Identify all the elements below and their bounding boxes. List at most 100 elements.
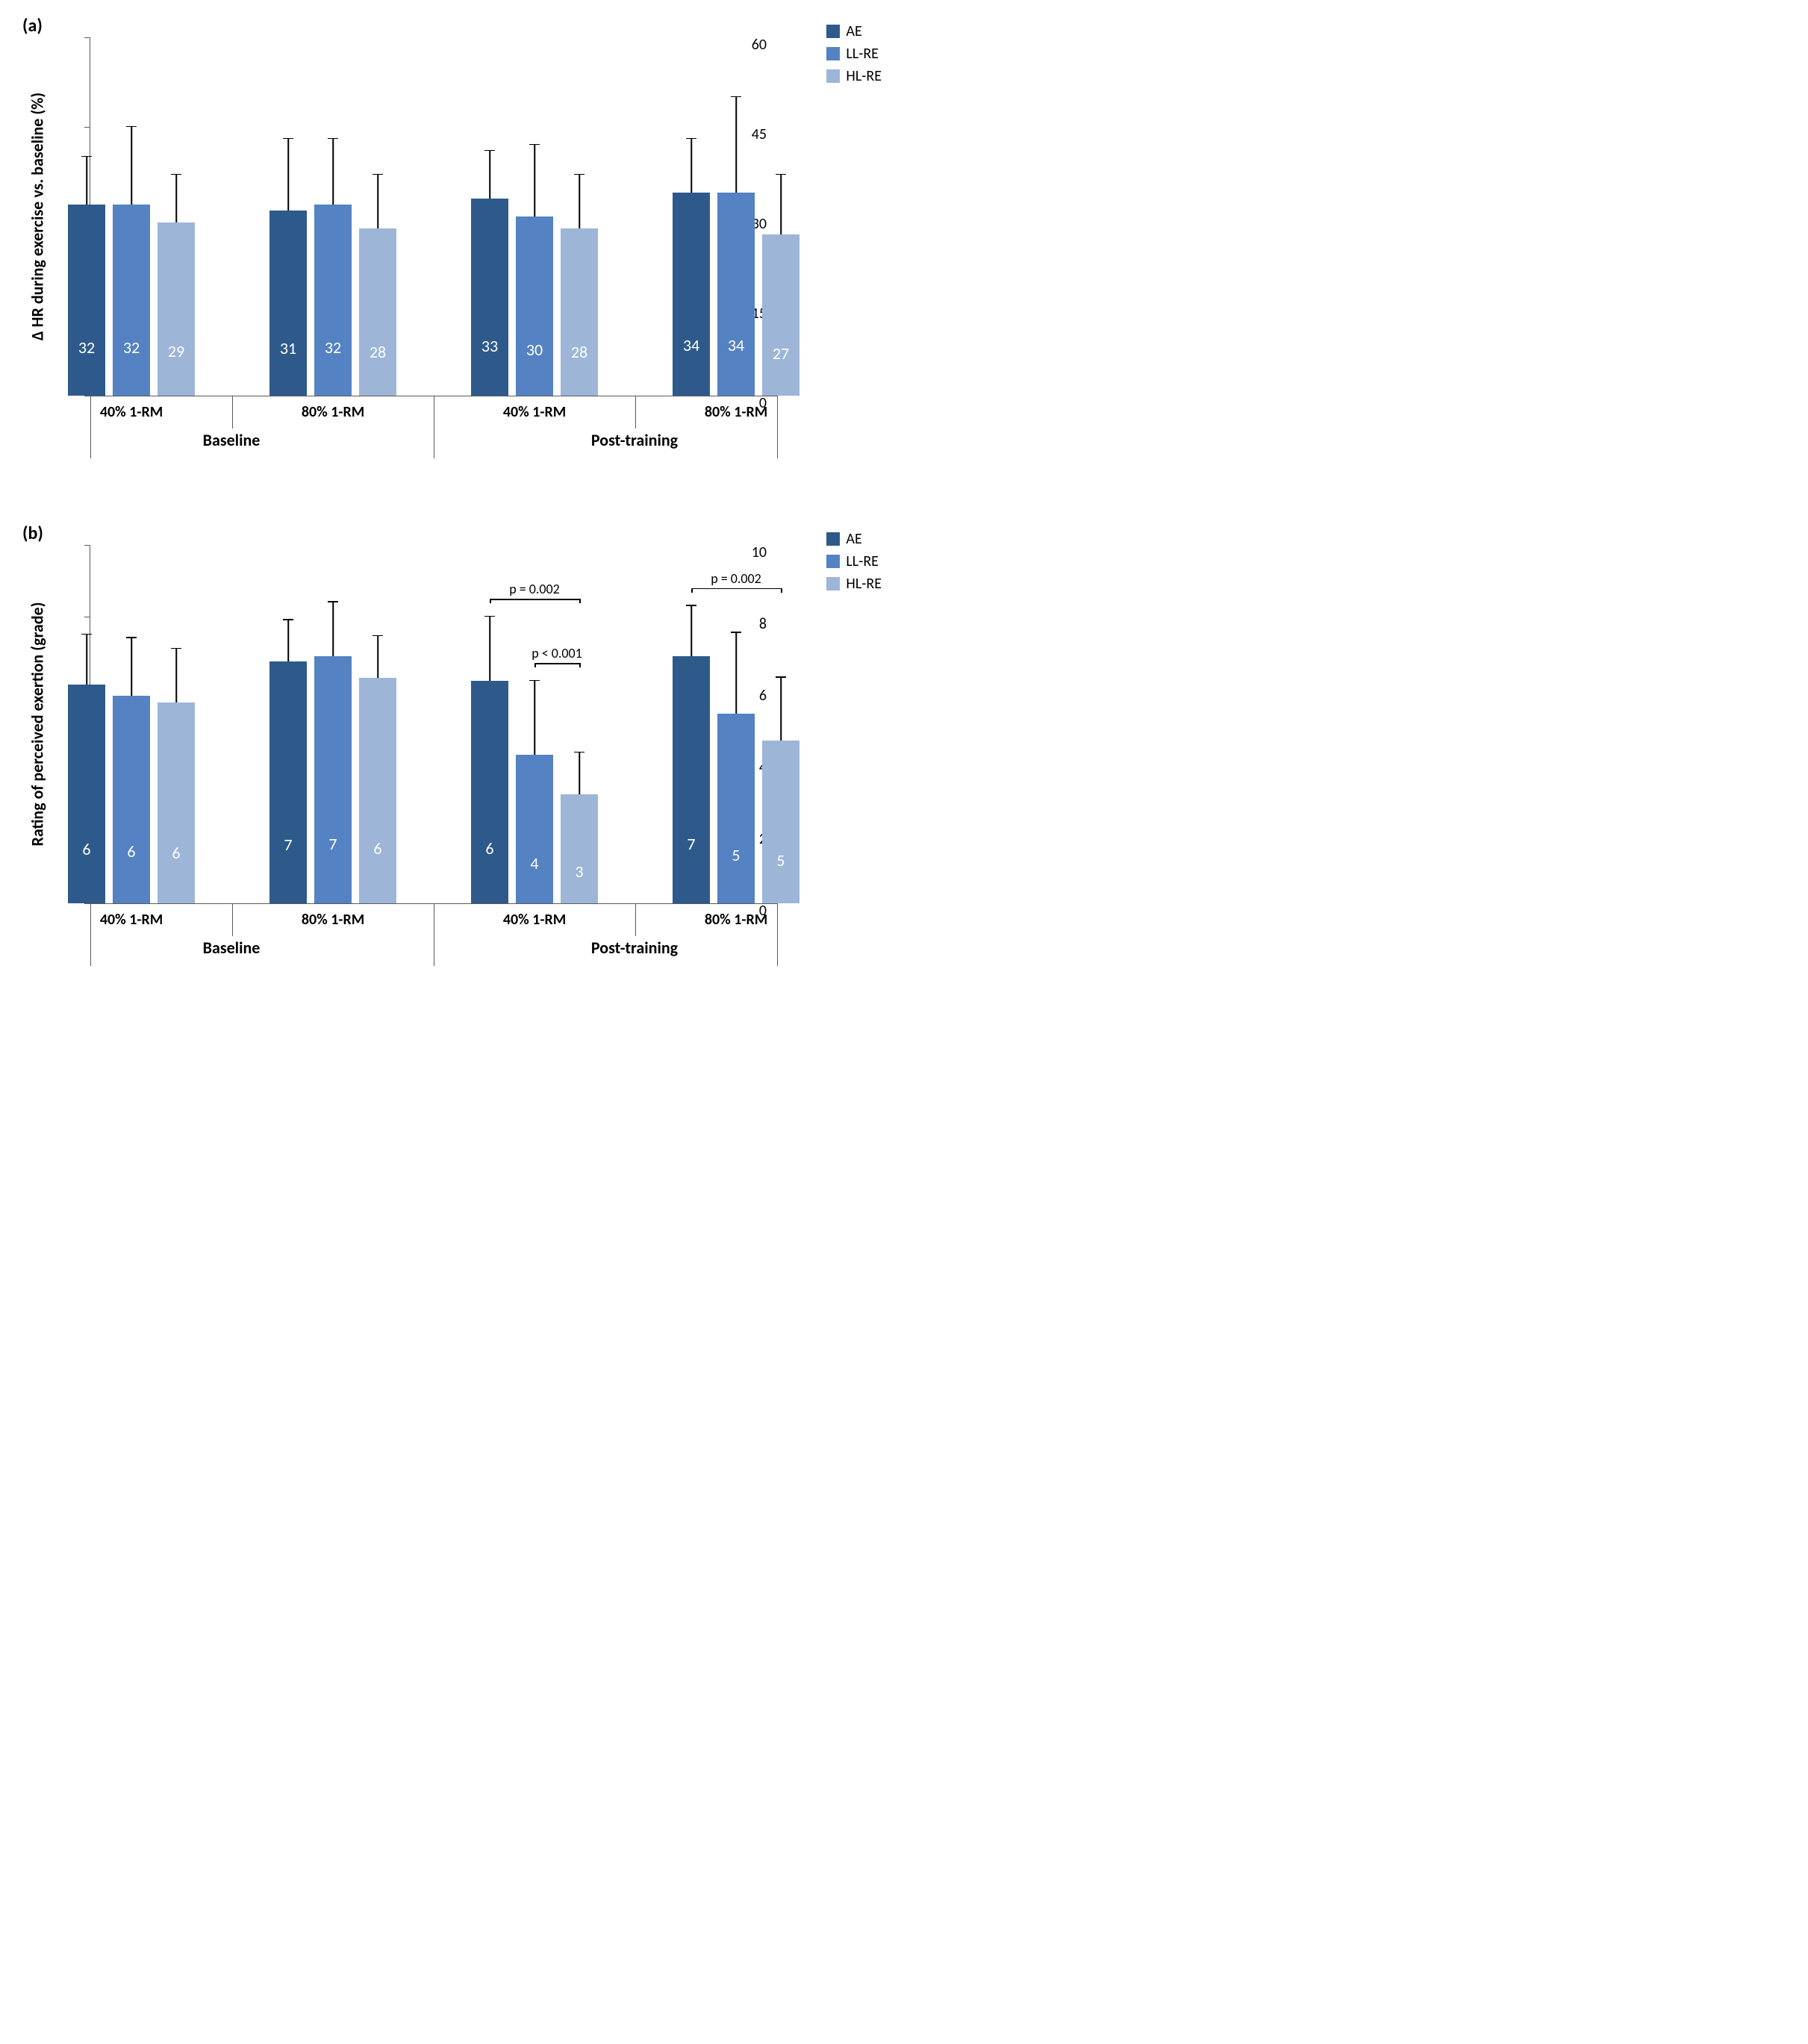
error-cap: [686, 138, 696, 140]
data-bar: 33: [471, 199, 508, 396]
error-bar: [287, 139, 289, 211]
data-bar: 28: [561, 228, 598, 396]
error-cap: [283, 619, 293, 620]
panel-b-y-title: Rating of perceived exertion (grade): [28, 602, 48, 846]
legend-label: HL-RE: [846, 67, 882, 85]
x-major-label: Post-training: [591, 430, 678, 450]
bar-value-label: 28: [370, 342, 386, 362]
error-cap: [328, 138, 338, 140]
significance-label: p = 0.002: [509, 581, 560, 597]
chart-b-area: Rating of perceived exertion (grade) 024…: [90, 545, 776, 903]
error-bar: [735, 97, 737, 193]
data-bar: 3: [561, 794, 598, 903]
x-major-label: Post-training: [591, 938, 678, 958]
data-bar: 5: [762, 741, 799, 903]
bar-value-label: 6: [172, 843, 180, 863]
error-cap: [81, 156, 92, 158]
error-bar: [377, 175, 378, 228]
error-bar: [287, 620, 289, 661]
legend-item: AE: [826, 530, 882, 548]
bar-value-label: 7: [284, 835, 292, 855]
x-minor-divider: [232, 903, 233, 936]
data-bar: 28: [359, 228, 396, 396]
data-bar: 34: [673, 193, 710, 396]
error-cap: [574, 752, 585, 753]
significance-bracket: [490, 599, 579, 600]
significance-bracket-tick: [579, 663, 581, 667]
legend-swatch: [826, 69, 840, 83]
error-bar: [175, 649, 177, 702]
legend-a: AE LL-RE HL-RE: [826, 22, 882, 90]
legend-swatch: [826, 47, 840, 60]
x-major-labels-b: Baseline Post-training: [90, 938, 776, 968]
error-cap: [126, 126, 137, 128]
significance-bracket-tick: [781, 588, 782, 593]
error-cap: [529, 144, 540, 146]
bar-value-label: 6: [485, 838, 493, 859]
bar-value-label: 34: [728, 335, 744, 355]
data-bar: 30: [516, 216, 553, 396]
error-cap: [686, 605, 696, 606]
bar-value-label: 4: [530, 853, 538, 873]
legend-item: AE: [826, 22, 882, 40]
significance-label: p < 0.001: [532, 645, 582, 661]
error-bar: [332, 602, 334, 656]
error-bar: [735, 633, 737, 714]
data-bar: 31: [269, 211, 307, 396]
data-bar: 6: [158, 702, 195, 903]
bar-value-label: 30: [526, 340, 543, 360]
error-bar: [534, 681, 535, 754]
panel-b: (b) AELL-REHL-RE Rating of perceived exe…: [15, 523, 889, 1000]
error-bar: [131, 127, 132, 205]
data-bar: 6: [68, 685, 105, 903]
bar-value-label: 32: [78, 337, 95, 358]
legend-swatch: [826, 555, 840, 568]
x-category-label: 80% 1-RM: [705, 403, 767, 421]
error-bar: [691, 606, 692, 656]
x-major-label: Baseline: [203, 938, 261, 958]
x-minor-divider: [635, 903, 636, 936]
panel-a-y-title: Δ HR during exercise vs. baseline (%): [28, 93, 48, 340]
bar-group: 40% 1-RM323229: [68, 37, 195, 396]
x-major-labels-a: Baseline Post-training: [90, 430, 776, 460]
x-category-label: 40% 1-RM: [503, 403, 566, 421]
panel-b-label: (b): [22, 523, 43, 544]
significance-bracket-tick: [691, 588, 693, 593]
data-bar: 34: [717, 193, 755, 396]
legend-label: LL-RE: [846, 45, 879, 63]
data-bar: 32: [314, 205, 352, 396]
error-cap: [328, 601, 338, 602]
chart-a-area: Δ HR during exercise vs. baseline (%) 01…: [90, 37, 776, 396]
error-cap: [731, 96, 741, 98]
error-bar: [780, 175, 782, 234]
panel-a-label: (a): [22, 15, 43, 37]
plot-a: 01530456040% 1-RM32322980% 1-RM31322840%…: [90, 37, 777, 396]
x-major-label: Baseline: [203, 430, 261, 450]
error-bar: [780, 678, 782, 741]
legend-label: HL-RE: [846, 575, 882, 593]
data-bar: 6: [359, 678, 396, 903]
bar-value-label: 29: [168, 341, 184, 361]
significance-bracket-tick: [490, 599, 491, 603]
bar-group: 80% 1-RM776: [269, 545, 396, 903]
error-cap: [776, 676, 786, 678]
legend-label: AE: [846, 22, 861, 40]
legend-swatch: [826, 532, 840, 546]
bar-value-label: 5: [776, 850, 785, 870]
error-bar: [489, 617, 490, 681]
data-bar: 7: [269, 661, 307, 903]
legend-label: AE: [846, 530, 861, 548]
data-bar: 5: [717, 714, 755, 903]
x-minor-divider: [232, 396, 233, 429]
bar-value-label: 32: [325, 337, 341, 358]
bar-value-label: 5: [732, 845, 740, 865]
bar-group: 80% 1-RM313228: [269, 37, 396, 396]
legend-item: LL-RE: [826, 45, 882, 63]
x-category-label: 40% 1-RM: [100, 911, 163, 929]
bar-value-label: 6: [373, 838, 381, 859]
legend-b: AELL-REHL-RE: [826, 530, 882, 597]
error-cap: [731, 632, 741, 633]
bar-group: 80% 1-RM343427: [673, 37, 799, 396]
error-cap: [171, 174, 181, 175]
x-category-label: 40% 1-RM: [503, 911, 566, 929]
